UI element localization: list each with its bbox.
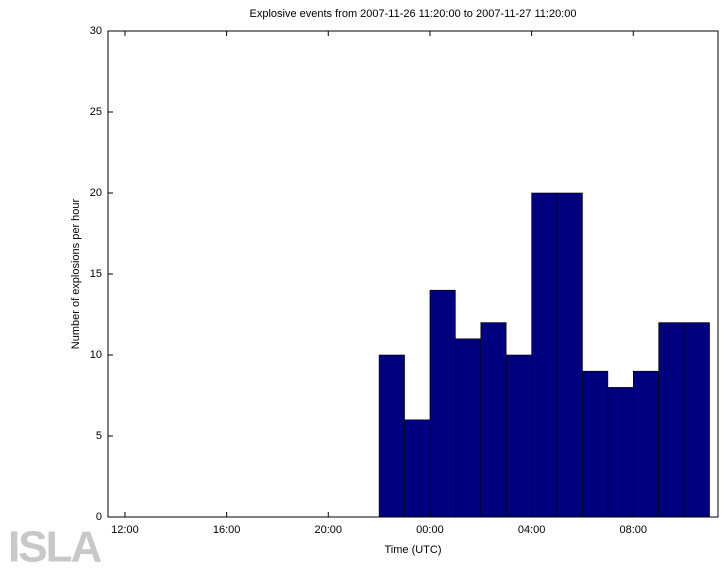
bar [455,338,482,518]
x-tick-label: 04:00 [518,524,546,536]
bar [658,322,685,518]
bar [505,354,532,518]
bar [531,192,558,518]
y-tick-label: 25 [90,106,102,118]
bar [607,387,634,518]
x-tick-label: 00:00 [416,524,444,536]
y-tick-label: 0 [96,511,102,523]
bar [378,354,405,518]
y-tick-label: 10 [90,349,102,361]
x-tick-label: 12:00 [111,524,139,536]
y-tick-label: 15 [90,268,102,280]
y-tick-label: 30 [90,25,102,37]
x-tick-label: 20:00 [315,524,343,536]
y-axis-label: Number of explosions per hour [70,198,82,349]
x-tick-label: 08:00 [620,524,648,536]
bar [429,289,456,518]
chart-title: Explosive events from 2007-11-26 11:20:0… [250,8,577,20]
bar [683,322,710,518]
bar [632,370,660,518]
bar [480,322,507,518]
y-tick-label: 5 [96,430,102,442]
logo: ISLA [8,523,101,572]
bar [404,419,431,518]
x-tick-label: 16:00 [213,524,241,536]
y-tick-label: 20 [90,187,102,199]
bar [582,370,609,518]
bar [556,192,583,518]
x-axis-label: Time (UTC) [384,544,441,556]
